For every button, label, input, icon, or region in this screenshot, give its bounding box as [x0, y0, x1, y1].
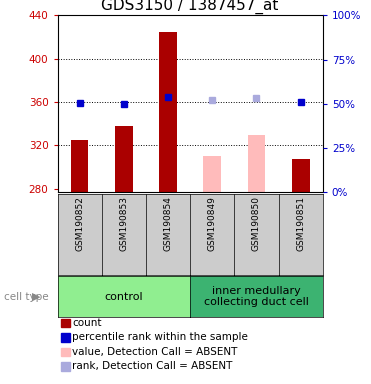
Text: count: count — [72, 318, 102, 328]
Text: GSM190851: GSM190851 — [296, 196, 305, 252]
Text: GSM190853: GSM190853 — [119, 196, 128, 252]
Title: GDS3150 / 1387457_at: GDS3150 / 1387457_at — [101, 0, 279, 14]
Text: rank, Detection Call = ABSENT: rank, Detection Call = ABSENT — [72, 361, 233, 371]
Text: inner medullary
collecting duct cell: inner medullary collecting duct cell — [204, 286, 309, 308]
Text: cell type: cell type — [4, 291, 48, 302]
Bar — [203, 156, 221, 192]
Bar — [71, 140, 88, 192]
Text: GSM190854: GSM190854 — [164, 196, 173, 251]
Text: GSM190852: GSM190852 — [75, 196, 84, 251]
Text: control: control — [105, 291, 143, 302]
Text: GSM190850: GSM190850 — [252, 196, 261, 252]
Bar — [247, 134, 265, 192]
Bar — [292, 159, 309, 192]
Text: GSM190849: GSM190849 — [208, 196, 217, 251]
Bar — [159, 31, 177, 192]
Text: value, Detection Call = ABSENT: value, Detection Call = ABSENT — [72, 347, 238, 357]
Bar — [115, 126, 133, 192]
Text: ▶: ▶ — [32, 291, 40, 302]
Text: percentile rank within the sample: percentile rank within the sample — [72, 332, 248, 342]
